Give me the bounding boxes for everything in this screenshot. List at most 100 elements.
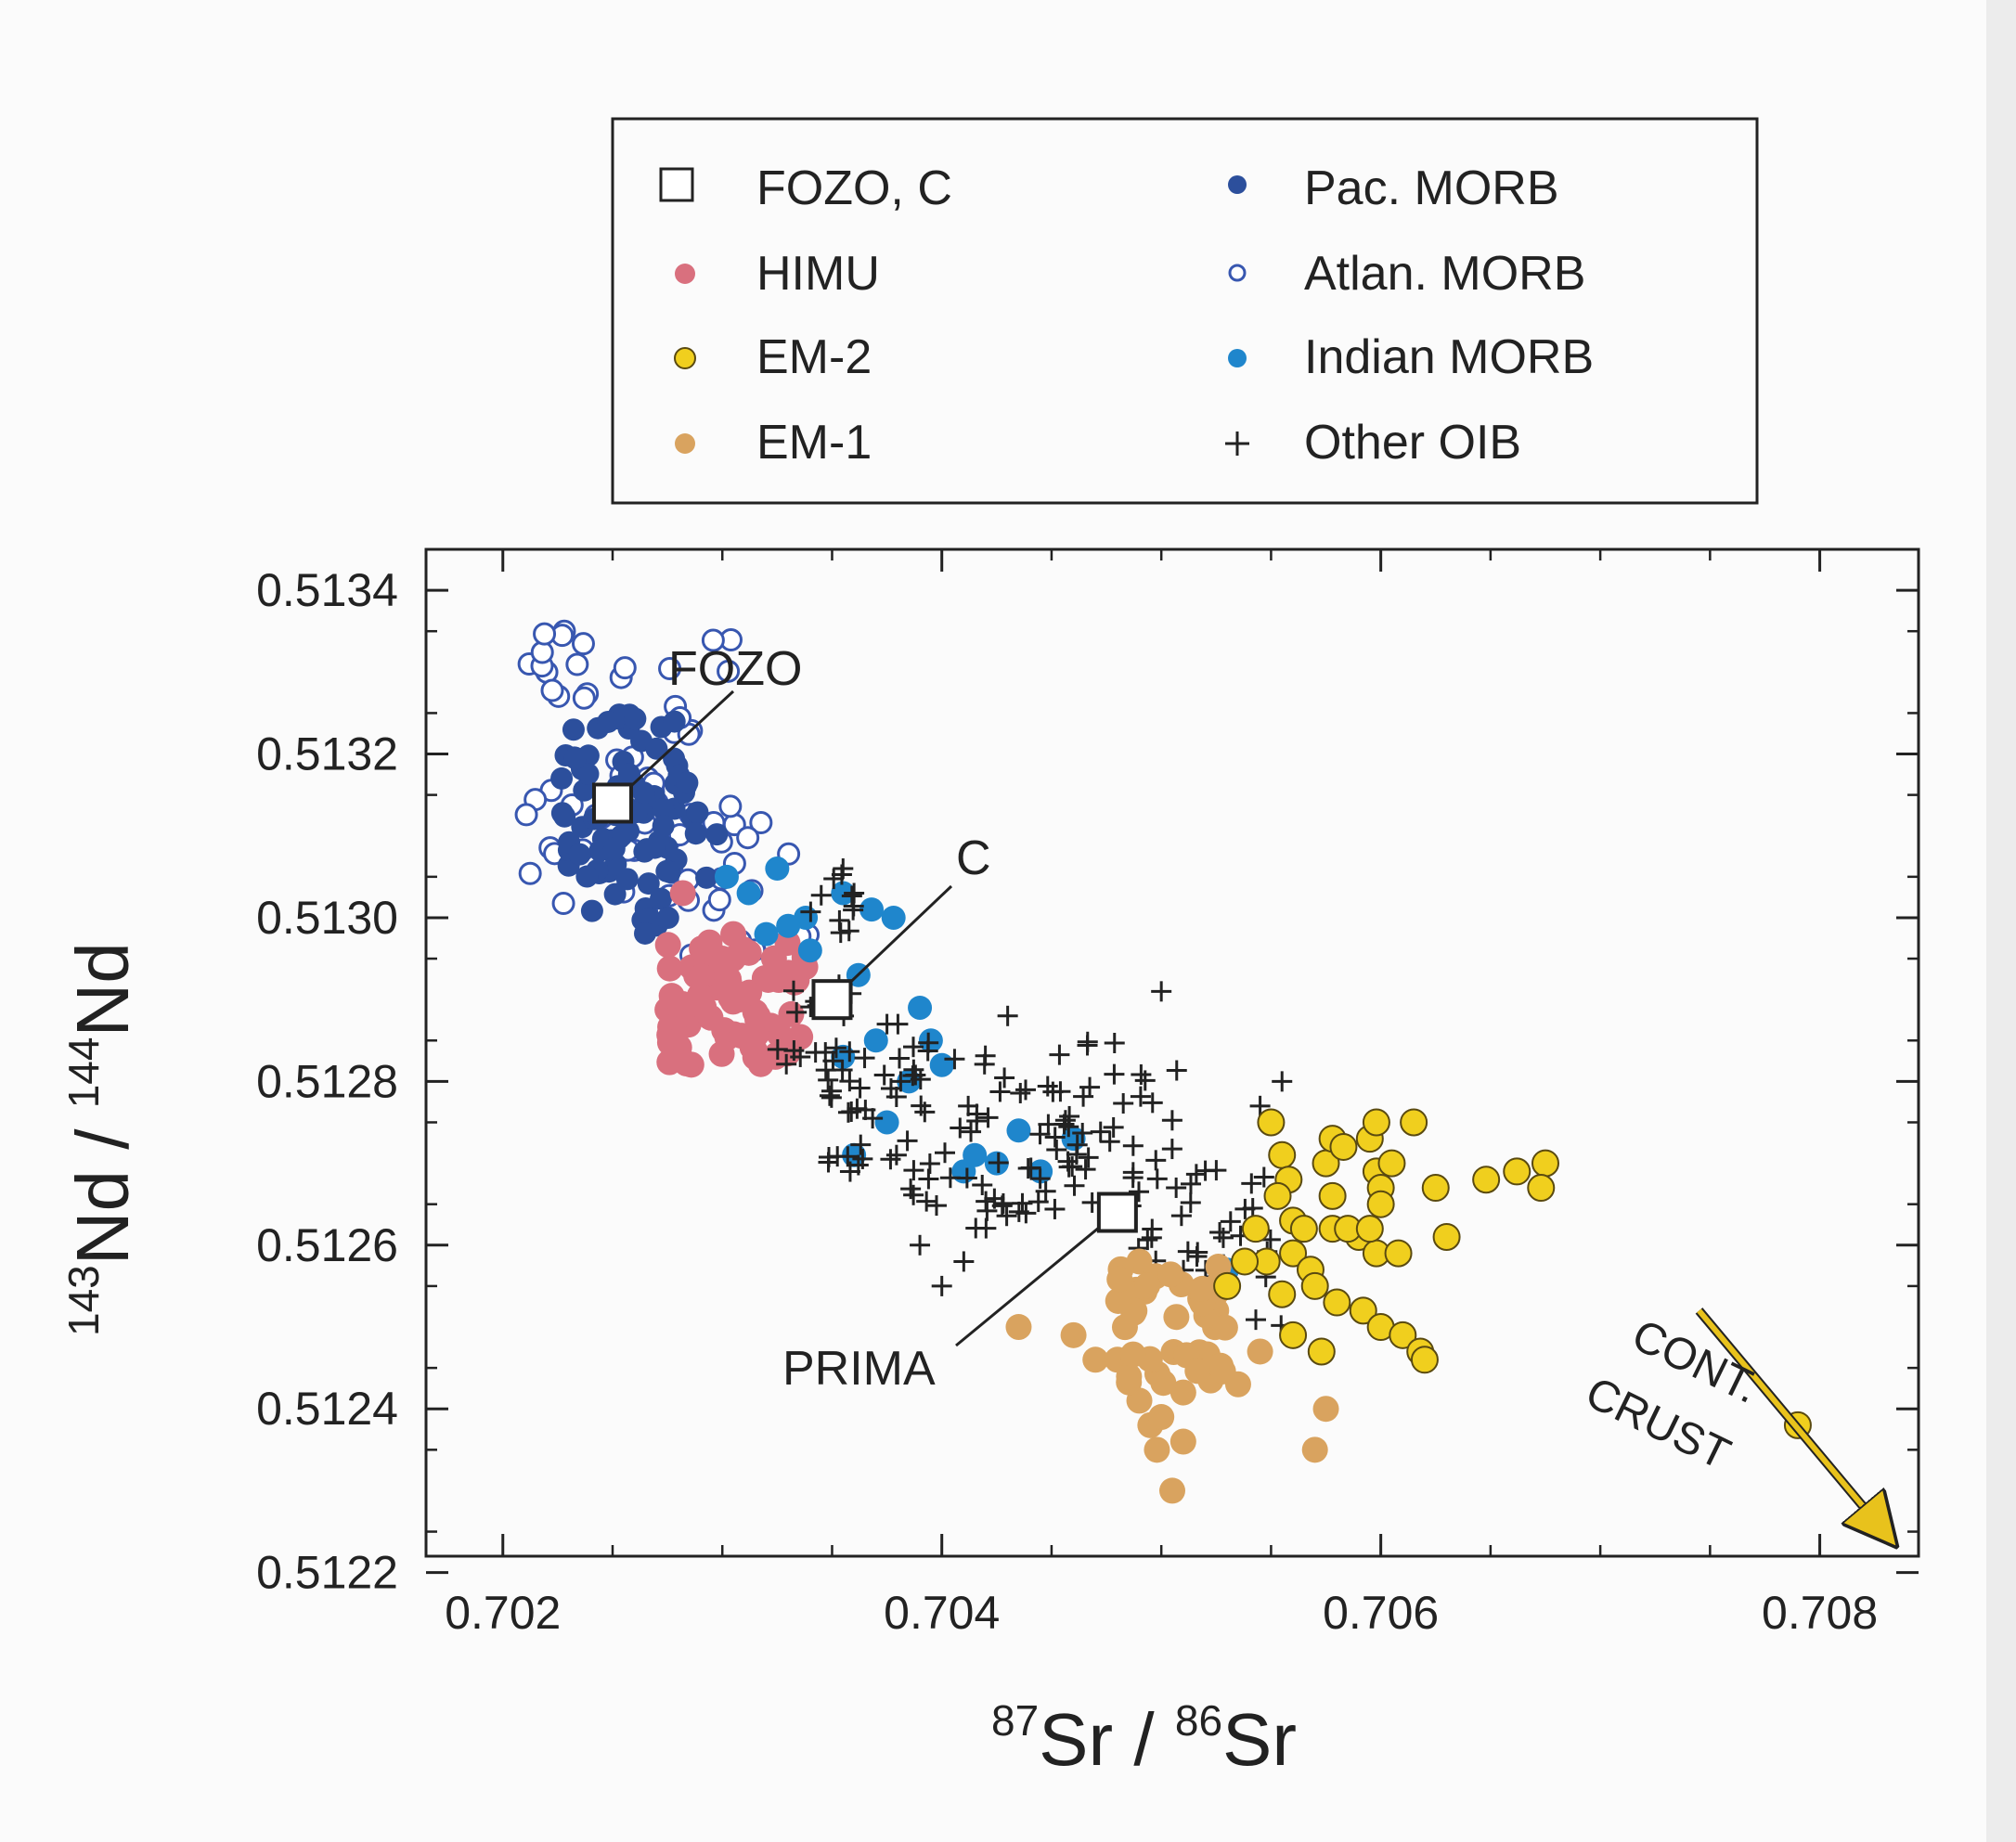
series-pac-morb [550, 703, 729, 945]
point-other-oib [996, 1205, 1017, 1227]
point-other-oib [903, 1184, 924, 1205]
point-pac-morb [663, 710, 686, 733]
point-other-oib [1131, 1064, 1152, 1086]
point-atlan-morb [749, 810, 773, 834]
point-em-2 [1318, 1181, 1347, 1210]
point-other-oib [1166, 1060, 1187, 1081]
point-em-1 [1170, 1428, 1196, 1455]
point-indian-morb [929, 1052, 954, 1077]
point-other-oib [1242, 1198, 1263, 1219]
point-other-oib [1137, 1230, 1158, 1251]
point-other-oib [876, 1013, 898, 1035]
point-em-1 [1005, 1314, 1032, 1341]
point-himu [696, 929, 723, 956]
point-em-1 [1060, 1321, 1087, 1348]
point-atlan-morb [613, 656, 637, 680]
point-atlan-morb [707, 888, 731, 912]
legend-label-em1: EM-1 [756, 416, 872, 470]
point-indian-morb [714, 864, 739, 889]
point-em-1 [1157, 1261, 1184, 1288]
point-other-oib [956, 1167, 977, 1189]
leader-line-prima [955, 1211, 1118, 1347]
point-other-oib [841, 885, 862, 907]
point-indian-morb [963, 1142, 988, 1167]
point-pac-morb [597, 710, 620, 733]
point-other-oib [1104, 1063, 1125, 1085]
point-em-2 [1349, 1296, 1377, 1325]
point-other-oib [977, 1107, 999, 1128]
point-atlan-morb [571, 632, 595, 656]
point-em-2 [1355, 1215, 1384, 1243]
point-em-1 [1116, 1363, 1143, 1390]
point-other-oib [823, 869, 845, 890]
cont-crust-arrow [1695, 1307, 1892, 1539]
point-pac-morb [624, 707, 647, 730]
point-atlan-morb [551, 891, 575, 915]
point-other-oib [905, 1064, 926, 1086]
point-other-oib [1166, 1177, 1187, 1198]
point-other-oib [991, 1195, 1013, 1217]
point-em-1 [1209, 1358, 1236, 1385]
point-other-oib [1245, 1309, 1266, 1331]
mantle-components [592, 689, 1138, 1347]
point-em-1 [1106, 1266, 1133, 1293]
legend-label-pac-morb: Pac. MORB [1304, 161, 1559, 215]
point-indian-morb [797, 938, 822, 963]
point-other-oib [1142, 1218, 1163, 1240]
point-other-oib [972, 1174, 993, 1195]
point-pac-morb [652, 814, 675, 837]
point-indian-morb [776, 913, 801, 938]
point-atlan-morb [718, 794, 743, 818]
point-other-oib [1077, 1031, 1098, 1052]
point-other-oib [1253, 1166, 1274, 1188]
point-em-1 [1170, 1379, 1196, 1406]
legend-label-atlan-morb: Atlan. MORB [1304, 247, 1585, 301]
point-em-2 [1432, 1222, 1461, 1251]
x-tick-label: 0.704 [884, 1587, 1000, 1639]
point-other-oib [1113, 1093, 1134, 1114]
legend-label-other-oib: Other OIB [1304, 416, 1521, 470]
point-other-oib [1151, 981, 1172, 1002]
y-tick-label: 0.5122 [256, 1547, 398, 1599]
point-em-1 [1150, 1370, 1177, 1397]
point-other-oib [783, 1040, 805, 1062]
legend-marker-em2 [674, 347, 696, 369]
legend-label-himu: HIMU [756, 247, 880, 301]
point-himu [654, 932, 681, 959]
point-other-oib [1161, 1110, 1182, 1131]
point-pac-morb [602, 837, 626, 860]
point-himu [669, 880, 696, 907]
series-atlan-morb [514, 619, 821, 971]
point-em-2 [1323, 1288, 1351, 1317]
annotation-c: C [956, 831, 991, 885]
point-other-oib [1017, 1158, 1039, 1179]
data-points [514, 619, 1812, 1504]
point-em-2 [1263, 1181, 1292, 1210]
point-other-oib [1075, 1159, 1096, 1180]
point-other-oib [819, 1085, 840, 1106]
point-indian-morb [918, 1028, 943, 1053]
point-other-oib [1010, 1082, 1031, 1103]
legend-marker-himu [675, 264, 695, 284]
component-box-fozo [592, 782, 633, 824]
point-em-1 [1082, 1346, 1109, 1373]
point-other-oib [1180, 1192, 1201, 1214]
point-himu [658, 983, 685, 1010]
point-em-2 [1241, 1215, 1270, 1243]
point-pac-morb [686, 801, 709, 824]
point-other-oib [837, 1101, 859, 1123]
legend-label-indian-morb: Indian MORB [1304, 330, 1594, 384]
point-pac-morb [563, 747, 587, 770]
point-em-1 [1148, 1404, 1175, 1431]
point-other-oib [953, 1251, 975, 1272]
point-other-oib [1220, 1211, 1241, 1232]
y-tick-label: 0.5128 [256, 1055, 398, 1107]
point-other-oib [843, 895, 864, 917]
point-indian-morb [754, 921, 779, 947]
point-himu [689, 963, 716, 990]
point-himu [783, 967, 810, 994]
point-atlan-morb [572, 686, 596, 710]
point-pac-morb [705, 823, 729, 846]
y-axis-title: 143Nd / 144Nd [59, 942, 144, 1336]
point-other-oib [1015, 1079, 1037, 1101]
